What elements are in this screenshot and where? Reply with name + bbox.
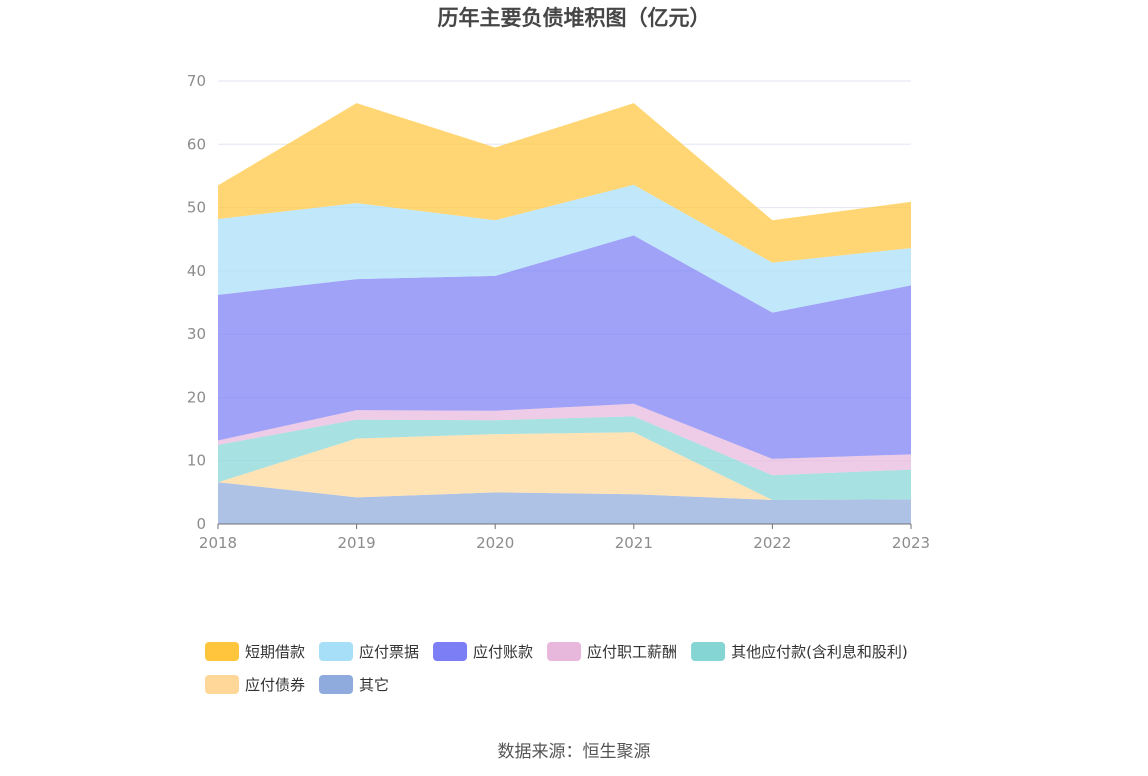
area-series-1: [218, 432, 911, 500]
legend-swatch[interactable]: [547, 642, 582, 661]
x-tick-label: 2023: [892, 534, 930, 552]
area-series-4: [218, 235, 911, 459]
y-tick-label: 50: [187, 199, 206, 217]
legend-label[interactable]: 应付职工薪酬: [587, 643, 677, 661]
chart-title: 历年主要负债堆积图（亿元）: [437, 6, 711, 30]
legend-label[interactable]: 其它: [359, 676, 389, 694]
y-tick-label: 0: [196, 515, 206, 533]
y-tick-label: 10: [187, 452, 206, 470]
legend-label[interactable]: 应付票据: [359, 643, 419, 661]
x-tick-label: 2018: [199, 534, 237, 552]
area-series-2: [218, 416, 911, 500]
legend-label[interactable]: 短期借款: [245, 643, 305, 661]
x-tick-label: 2020: [476, 534, 514, 552]
x-tick-label: 2021: [615, 534, 653, 552]
legend-swatch[interactable]: [691, 642, 726, 661]
y-tick-label: 70: [187, 72, 206, 90]
legend-swatch[interactable]: [319, 642, 354, 661]
area-series-3: [218, 403, 911, 476]
legend-swatch[interactable]: [205, 642, 239, 661]
area-series-6: [218, 103, 911, 263]
data-source: 数据来源：恒生聚源: [497, 742, 651, 762]
legend-label[interactable]: 其他应付款(含利息和股利): [731, 643, 908, 661]
legend-label[interactable]: 应付债券: [245, 676, 305, 694]
area-series-5: [218, 184, 911, 313]
area-series-0: [218, 482, 911, 524]
y-tick-label: 20: [187, 388, 206, 406]
y-tick-label: 60: [187, 135, 206, 153]
area-series: [218, 103, 911, 524]
legend-swatch[interactable]: [319, 675, 354, 694]
y-tick-label: 40: [187, 262, 206, 280]
legend-swatch[interactable]: [433, 642, 468, 661]
legend-swatch[interactable]: [205, 675, 239, 694]
x-tick-label: 2022: [753, 534, 791, 552]
legend-label[interactable]: 应付账款: [473, 643, 533, 661]
legend: 短期借款 应付票据 应付账款 应付职工薪酬 其他应付款(含利息和股利) 应付债券 其它: [205, 642, 908, 694]
x-tick-label: 2019: [338, 534, 376, 552]
y-tick-label: 30: [187, 325, 206, 343]
axes: 0 10 20 30 40 50 60 70 2018 2019 2020 2021 2022 2023: [187, 72, 930, 552]
